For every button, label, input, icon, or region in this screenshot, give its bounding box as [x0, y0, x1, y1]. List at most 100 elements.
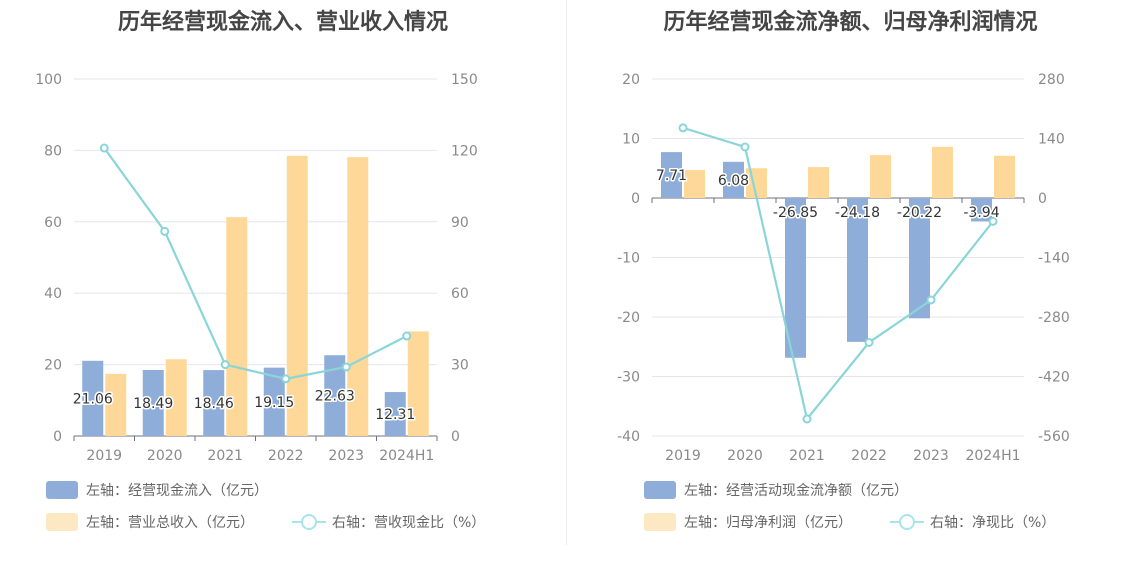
legend-item-ratio[interactable]: 右轴：营收现金比（%）: [292, 512, 485, 532]
y-left-tick-label: 0: [631, 191, 640, 207]
data-label: 21.06: [73, 391, 113, 407]
data-label: 18.49: [133, 396, 173, 412]
ratio-line: [103, 147, 408, 381]
x-tick-label: 2022: [851, 448, 887, 464]
y-right-tick-label: 280: [1038, 72, 1065, 88]
legend-swatch-revenue: [46, 513, 78, 531]
y-left-tick-label: -30: [617, 370, 640, 386]
legend-label: 左轴：营业总收入（亿元）: [86, 515, 254, 531]
ratio-point: [402, 331, 412, 341]
data-label: 7.71: [656, 168, 687, 184]
y-right-tick-label: -140: [1038, 251, 1070, 267]
bar-revenue: [165, 359, 187, 436]
bar-cash: [82, 360, 104, 436]
ratio-point: [678, 123, 688, 133]
y-left-tick-label: -20: [617, 310, 640, 326]
chart-panel-right: 历年经营现金流净额、归母净利润情况 -40 -30 -20 -10 0 10 20 -560-…: [567, 0, 1134, 582]
bar-cash: [723, 161, 744, 198]
y-right-tick-label: -280: [1038, 310, 1070, 326]
bar-revenue: [286, 155, 308, 436]
data-label: -3.94: [963, 205, 999, 221]
y-right-tick-label: 90: [451, 215, 469, 231]
y-left-tick-label: 0: [53, 429, 62, 445]
bar-cash: [324, 355, 346, 436]
bar-revenue: [994, 155, 1015, 198]
legend-item-revenue[interactable]: 左轴：营业总收入（亿元）: [46, 512, 254, 532]
y-left-tick-label: 40: [44, 286, 62, 302]
bar-revenue: [226, 217, 248, 436]
y-left-tick-label: 20: [44, 358, 62, 374]
x-tick-label: 2021: [789, 448, 825, 464]
ratio-point: [160, 226, 170, 236]
ratio-point: [220, 360, 230, 370]
bar-cash: [909, 198, 930, 319]
y-left-tick-label: 10: [622, 132, 640, 148]
ratio-point: [281, 374, 291, 384]
legend-label: 左轴：经营活动现金流净额（亿元）: [684, 483, 908, 499]
data-label: -24.18: [835, 205, 880, 221]
legend-label: 左轴：归母净利润（亿元）: [684, 515, 852, 531]
bar-revenue: [347, 157, 369, 437]
legend-item-net-cash[interactable]: 左轴：经营活动现金流净额（亿元）: [644, 480, 908, 500]
y-left-tick-label: 20: [622, 72, 640, 88]
legend-swatch-revenue: [644, 513, 676, 531]
ratio-point: [988, 216, 998, 226]
chart-title-left: 历年经营现金流入、营业收入情况: [117, 10, 448, 35]
bar-cash: [384, 392, 406, 436]
y-left-tick-label: 80: [44, 143, 62, 159]
legend-label: 右轴：净现比（%）: [930, 515, 1056, 531]
ratio-line: [682, 126, 994, 422]
legend-line-icon: [890, 513, 924, 531]
bar-cash: [847, 198, 868, 342]
data-label: 6.08: [718, 173, 749, 189]
x-tick-label: 2023: [328, 448, 364, 464]
data-label: -26.85: [773, 205, 818, 221]
y-left-tick-label: 60: [44, 215, 62, 231]
y-right-tick-label: -560: [1038, 429, 1070, 445]
legend-label: 左轴：经营现金流入（亿元）: [86, 483, 268, 499]
x-tick-label: 2019: [86, 448, 122, 464]
data-label: 19.15: [254, 395, 294, 411]
y-right-tick-label: 140: [1038, 132, 1065, 148]
y-right-tick-label: 150: [451, 72, 478, 88]
panel-divider: [566, 0, 567, 545]
x-tick-label: 2020: [147, 448, 183, 464]
data-label: 12.31: [375, 407, 415, 423]
bar-revenue: [932, 146, 953, 198]
ratio-point: [926, 295, 936, 305]
y-right-tick-label: -420: [1038, 370, 1070, 386]
legend-line-icon: [292, 513, 326, 531]
bar-cash: [142, 369, 164, 436]
legend-item-cash-inflow[interactable]: 左轴：经营现金流入（亿元）: [46, 480, 268, 500]
y-right-tick-label: 30: [451, 358, 469, 374]
legend-item-net-cash-ratio[interactable]: 右轴：净现比（%）: [890, 512, 1055, 532]
bar-revenue: [684, 170, 705, 198]
x-tick-label: 2022: [268, 448, 304, 464]
y-right-tick-label: 60: [451, 286, 469, 302]
ratio-point: [864, 338, 874, 347]
x-tick-label: 2021: [207, 448, 243, 464]
ratio-point: [99, 143, 109, 153]
legend-label: 右轴：营收现金比（%）: [332, 515, 486, 531]
chart-right-svg: -40 -30 -20 -10 0 10 20 -560 -420 -280 -140 0 140 280…: [617, 72, 1070, 464]
x-tick-label: 2024H1: [379, 448, 434, 464]
bar-cash: [203, 370, 225, 436]
legend-item-net-profit[interactable]: 左轴：归母净利润（亿元）: [644, 512, 852, 532]
bar-revenue: [808, 167, 829, 198]
bar-revenue: [105, 373, 127, 436]
chart-panel-left: 历年经营现金流入、营业收入情况 0 20 40 60 80 100 0 30 60 90 120 15…: [0, 0, 566, 582]
y-right-tick-label: 120: [451, 143, 478, 159]
chart-title-right: 历年经营现金流净额、归母净利润情况: [663, 10, 1038, 35]
y-left-tick-label: -10: [617, 251, 640, 267]
y-right-tick-label: 0: [451, 429, 460, 445]
bar-cash: [785, 198, 806, 358]
bar-cash: [661, 152, 682, 198]
bar-cash: [263, 367, 285, 436]
bar-revenue: [870, 155, 891, 198]
bar-cash: [971, 198, 992, 222]
y-left-tick-label: 100: [35, 72, 62, 88]
legend-swatch-cash: [644, 481, 676, 499]
data-label: 22.63: [315, 389, 355, 405]
x-tick-label: 2019: [665, 448, 701, 464]
ratio-point: [341, 362, 351, 372]
